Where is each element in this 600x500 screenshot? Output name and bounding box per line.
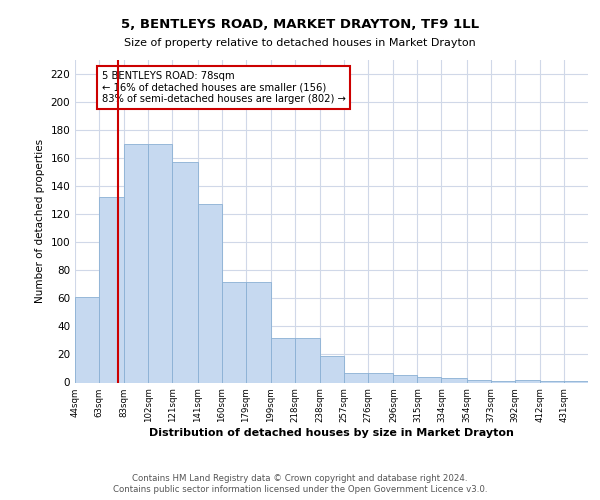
Bar: [467, 380, 491, 382]
Bar: [271, 338, 295, 382]
Bar: [75, 297, 99, 382]
Bar: [295, 338, 320, 382]
Text: 5 BENTLEYS ROAD: 78sqm
← 16% of detached houses are smaller (156)
83% of semi-de: 5 BENTLEYS ROAD: 78sqm ← 16% of detached…: [101, 71, 346, 104]
Bar: [148, 144, 172, 382]
Bar: [442, 378, 467, 382]
Text: 5, BENTLEYS ROAD, MARKET DRAYTON, TF9 1LL: 5, BENTLEYS ROAD, MARKET DRAYTON, TF9 1L…: [121, 18, 479, 30]
Text: Size of property relative to detached houses in Market Drayton: Size of property relative to detached ho…: [124, 38, 476, 48]
Bar: [124, 144, 148, 382]
Bar: [172, 162, 197, 382]
Bar: [394, 376, 418, 382]
Bar: [197, 204, 221, 382]
Bar: [564, 381, 588, 382]
Bar: [344, 372, 368, 382]
Text: Contains HM Land Registry data © Crown copyright and database right 2024.
Contai: Contains HM Land Registry data © Crown c…: [113, 474, 487, 494]
Bar: [368, 372, 394, 382]
Y-axis label: Number of detached properties: Number of detached properties: [35, 139, 45, 304]
Bar: [320, 356, 344, 382]
Bar: [99, 198, 124, 382]
Bar: [491, 381, 515, 382]
Bar: [221, 282, 245, 382]
Bar: [515, 380, 540, 382]
X-axis label: Distribution of detached houses by size in Market Drayton: Distribution of detached houses by size …: [149, 428, 514, 438]
Bar: [540, 381, 564, 382]
Bar: [245, 282, 271, 382]
Bar: [418, 377, 442, 382]
